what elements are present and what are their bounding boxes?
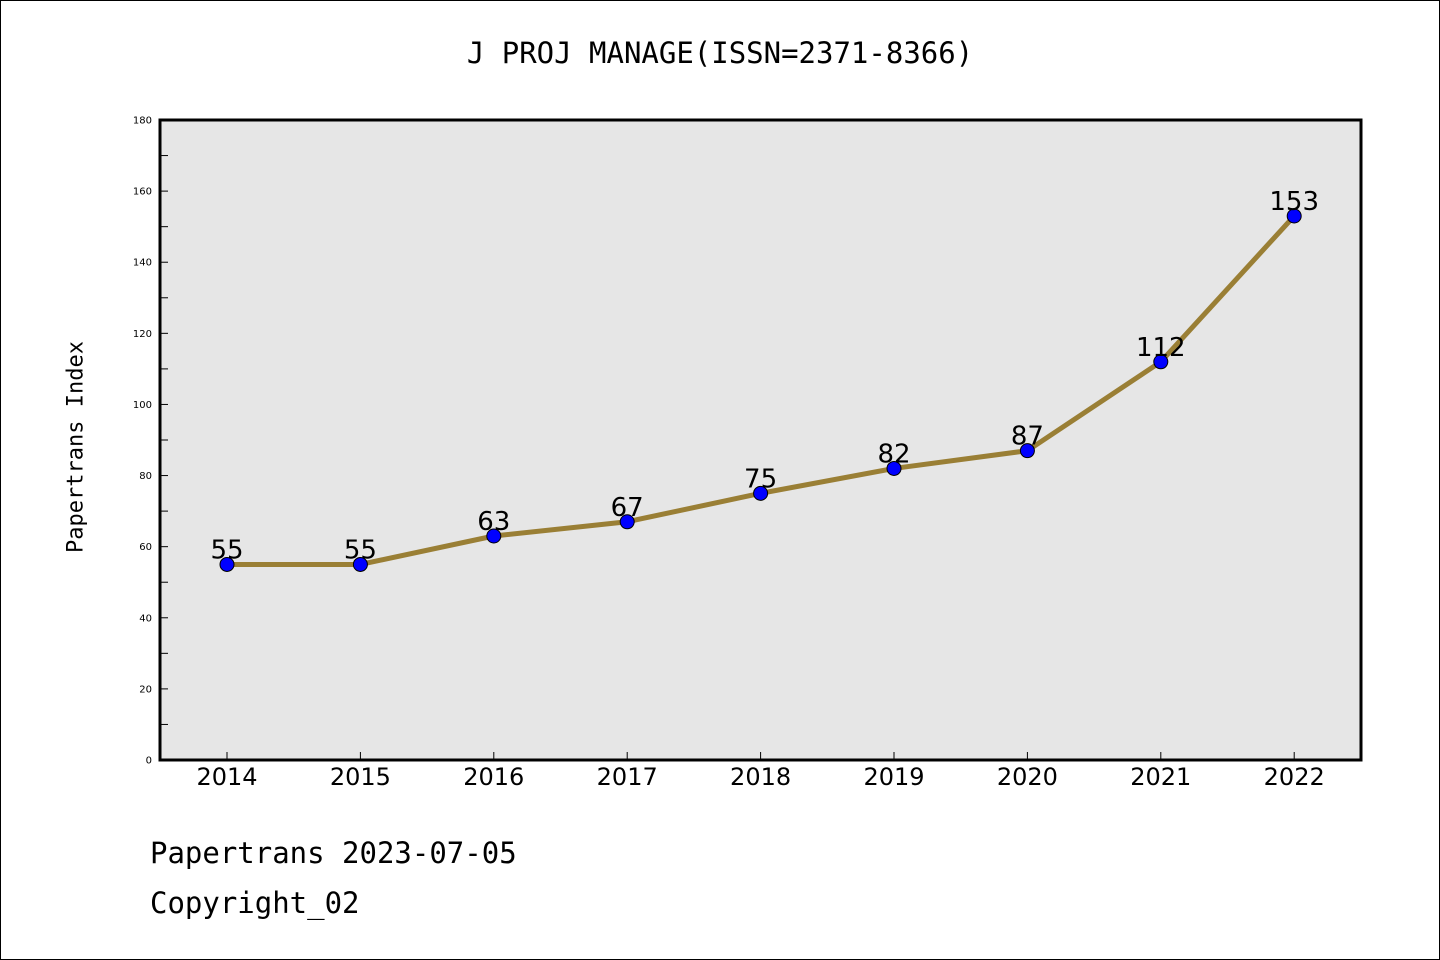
x-tick-label: 2017 [597,763,658,791]
x-tick-label: 2014 [196,763,257,791]
y-tick-label: 180 [133,116,152,127]
y-tick-label: 40 [139,613,152,624]
plot-border [158,118,1363,762]
y-tick-label: 120 [133,329,152,340]
data-label: 55 [344,535,377,565]
data-point [886,460,902,476]
x-tick-label: 2021 [1130,763,1191,791]
data-label: 153 [1269,187,1319,217]
data-point [352,556,368,572]
data-point [219,556,235,572]
x-tick-label: 2016 [463,763,524,791]
x-tick-label: 2020 [997,763,1058,791]
x-tick-label: 2022 [1264,763,1325,791]
data-label: 82 [877,439,910,469]
y-tick-label: 80 [139,471,152,482]
footer-date: Papertrans 2023-07-05 [150,836,517,870]
y-tick-label: 60 [139,542,152,553]
data-label: 75 [744,464,777,494]
y-tick-label: 160 [133,187,152,198]
y-tick-label: 20 [139,684,152,695]
data-point [1019,443,1035,459]
plot-area [160,120,1361,760]
y-tick-label: 0 [146,756,152,767]
data-label: 63 [477,507,510,537]
data-point [619,514,635,530]
x-tick-label: 2019 [863,763,924,791]
chart-title: J PROJ MANAGE(ISSN=2371-8366) [466,36,974,70]
y-tick-label: 140 [133,258,152,269]
data-point [1153,354,1169,370]
x-tick-label: 2015 [330,763,391,791]
data-point [753,485,769,501]
data-point [1286,208,1302,224]
data-label: 55 [210,535,243,565]
data-point [486,528,502,544]
data-label: 112 [1136,333,1186,363]
y-tick-label: 100 [133,400,152,411]
x-tick-label: 2018 [730,763,791,791]
data-label: 67 [611,493,644,523]
footer-copyright: Copyright_02 [150,886,360,920]
data-label: 87 [1011,422,1044,452]
